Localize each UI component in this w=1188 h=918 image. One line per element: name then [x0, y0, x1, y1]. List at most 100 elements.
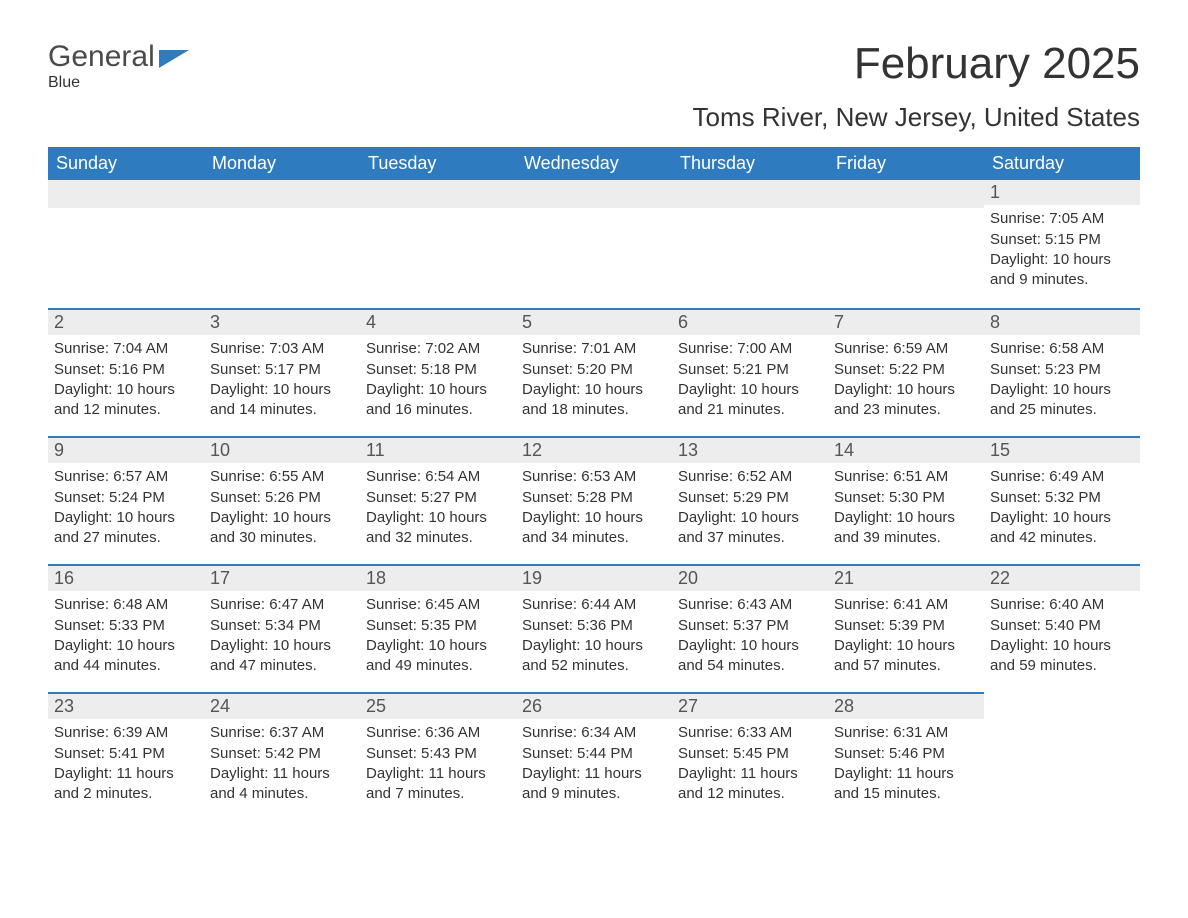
day-details: Sunrise: 6:51 AMSunset: 5:30 PMDaylight:…: [828, 463, 984, 556]
sunrise-line: Sunrise: 6:31 AM: [834, 723, 978, 743]
calendar-day-cell: 17Sunrise: 6:47 AMSunset: 5:34 PMDayligh…: [204, 564, 360, 692]
day-details: Sunrise: 6:57 AMSunset: 5:24 PMDaylight:…: [48, 463, 204, 556]
sunset-line: Sunset: 5:46 PM: [834, 744, 978, 764]
daylight-line: Daylight: 10 hours and 16 minutes.: [366, 380, 510, 421]
daylight-line: Daylight: 10 hours and 39 minutes.: [834, 508, 978, 549]
daylight-line: Daylight: 10 hours and 47 minutes.: [210, 636, 354, 677]
day-details: Sunrise: 6:48 AMSunset: 5:33 PMDaylight:…: [48, 591, 204, 684]
weekday-header: Sunday: [48, 147, 204, 180]
calendar-day-cell: [360, 180, 516, 308]
daylight-line: Daylight: 10 hours and 9 minutes.: [990, 250, 1134, 291]
calendar-day-cell: 23Sunrise: 6:39 AMSunset: 5:41 PMDayligh…: [48, 692, 204, 820]
daylight-line: Daylight: 10 hours and 30 minutes.: [210, 508, 354, 549]
calendar-day-cell: [516, 180, 672, 308]
sunrise-line: Sunrise: 6:39 AM: [54, 723, 198, 743]
location-text: Toms River, New Jersey, United States: [693, 102, 1140, 133]
calendar-day-cell: [828, 180, 984, 308]
day-number: 16: [48, 564, 204, 591]
daylight-line: Daylight: 11 hours and 4 minutes.: [210, 764, 354, 805]
empty-day: [672, 180, 828, 208]
calendar-page: General Blue February 2025 Toms River, N…: [0, 0, 1188, 880]
sunset-line: Sunset: 5:22 PM: [834, 360, 978, 380]
calendar-day-cell: 9Sunrise: 6:57 AMSunset: 5:24 PMDaylight…: [48, 436, 204, 564]
brand-word-blue: Blue: [48, 74, 193, 92]
day-details: Sunrise: 6:47 AMSunset: 5:34 PMDaylight:…: [204, 591, 360, 684]
sunrise-line: Sunrise: 6:55 AM: [210, 467, 354, 487]
sunset-line: Sunset: 5:15 PM: [990, 230, 1134, 250]
sunset-line: Sunset: 5:18 PM: [366, 360, 510, 380]
day-number: 8: [984, 308, 1140, 335]
day-details: Sunrise: 6:53 AMSunset: 5:28 PMDaylight:…: [516, 463, 672, 556]
day-details: Sunrise: 7:05 AMSunset: 5:15 PMDaylight:…: [984, 205, 1140, 298]
day-details: Sunrise: 7:02 AMSunset: 5:18 PMDaylight:…: [360, 335, 516, 428]
weekday-header: Monday: [204, 147, 360, 180]
sunrise-line: Sunrise: 6:54 AM: [366, 467, 510, 487]
daylight-line: Daylight: 11 hours and 2 minutes.: [54, 764, 198, 805]
calendar-day-cell: [48, 180, 204, 308]
calendar-day-cell: 21Sunrise: 6:41 AMSunset: 5:39 PMDayligh…: [828, 564, 984, 692]
day-details: Sunrise: 6:43 AMSunset: 5:37 PMDaylight:…: [672, 591, 828, 684]
day-number: 19: [516, 564, 672, 591]
sunset-line: Sunset: 5:23 PM: [990, 360, 1134, 380]
sunset-line: Sunset: 5:16 PM: [54, 360, 198, 380]
daylight-line: Daylight: 11 hours and 9 minutes.: [522, 764, 666, 805]
day-number: 12: [516, 436, 672, 463]
calendar-day-cell: 7Sunrise: 6:59 AMSunset: 5:22 PMDaylight…: [828, 308, 984, 436]
sunset-line: Sunset: 5:33 PM: [54, 616, 198, 636]
sunrise-line: Sunrise: 7:05 AM: [990, 209, 1134, 229]
daylight-line: Daylight: 10 hours and 27 minutes.: [54, 508, 198, 549]
day-details: Sunrise: 7:04 AMSunset: 5:16 PMDaylight:…: [48, 335, 204, 428]
sunrise-line: Sunrise: 7:04 AM: [54, 339, 198, 359]
sunset-line: Sunset: 5:37 PM: [678, 616, 822, 636]
daylight-line: Daylight: 10 hours and 37 minutes.: [678, 508, 822, 549]
sunrise-line: Sunrise: 6:48 AM: [54, 595, 198, 615]
calendar-day-cell: 6Sunrise: 7:00 AMSunset: 5:21 PMDaylight…: [672, 308, 828, 436]
sunset-line: Sunset: 5:42 PM: [210, 744, 354, 764]
calendar-week-row: 1Sunrise: 7:05 AMSunset: 5:15 PMDaylight…: [48, 180, 1140, 308]
day-number: 3: [204, 308, 360, 335]
day-details: Sunrise: 6:52 AMSunset: 5:29 PMDaylight:…: [672, 463, 828, 556]
day-number: 2: [48, 308, 204, 335]
daylight-line: Daylight: 11 hours and 15 minutes.: [834, 764, 978, 805]
sunset-line: Sunset: 5:44 PM: [522, 744, 666, 764]
daylight-line: Daylight: 10 hours and 12 minutes.: [54, 380, 198, 421]
sunrise-line: Sunrise: 6:44 AM: [522, 595, 666, 615]
day-details: Sunrise: 6:58 AMSunset: 5:23 PMDaylight:…: [984, 335, 1140, 428]
calendar-day-cell: 13Sunrise: 6:52 AMSunset: 5:29 PMDayligh…: [672, 436, 828, 564]
sunrise-line: Sunrise: 6:51 AM: [834, 467, 978, 487]
daylight-line: Daylight: 10 hours and 57 minutes.: [834, 636, 978, 677]
sunrise-line: Sunrise: 6:33 AM: [678, 723, 822, 743]
day-number: 6: [672, 308, 828, 335]
calendar-day-cell: 19Sunrise: 6:44 AMSunset: 5:36 PMDayligh…: [516, 564, 672, 692]
daylight-line: Daylight: 10 hours and 14 minutes.: [210, 380, 354, 421]
day-details: Sunrise: 6:44 AMSunset: 5:36 PMDaylight:…: [516, 591, 672, 684]
day-details: Sunrise: 6:36 AMSunset: 5:43 PMDaylight:…: [360, 719, 516, 812]
sunrise-line: Sunrise: 6:57 AM: [54, 467, 198, 487]
sunset-line: Sunset: 5:36 PM: [522, 616, 666, 636]
empty-day: [516, 180, 672, 208]
sunrise-line: Sunrise: 6:47 AM: [210, 595, 354, 615]
day-details: Sunrise: 7:03 AMSunset: 5:17 PMDaylight:…: [204, 335, 360, 428]
empty-day: [204, 180, 360, 208]
day-details: Sunrise: 6:31 AMSunset: 5:46 PMDaylight:…: [828, 719, 984, 812]
daylight-line: Daylight: 11 hours and 7 minutes.: [366, 764, 510, 805]
title-block: February 2025 Toms River, New Jersey, Un…: [693, 40, 1140, 133]
day-number: 7: [828, 308, 984, 335]
empty-day: [828, 180, 984, 208]
sunrise-line: Sunrise: 7:03 AM: [210, 339, 354, 359]
sunset-line: Sunset: 5:39 PM: [834, 616, 978, 636]
sunrise-line: Sunrise: 6:43 AM: [678, 595, 822, 615]
day-number: 23: [48, 692, 204, 719]
day-details: Sunrise: 7:01 AMSunset: 5:20 PMDaylight:…: [516, 335, 672, 428]
calendar-day-cell: 18Sunrise: 6:45 AMSunset: 5:35 PMDayligh…: [360, 564, 516, 692]
day-number: 25: [360, 692, 516, 719]
day-details: Sunrise: 6:39 AMSunset: 5:41 PMDaylight:…: [48, 719, 204, 812]
brand-word-general: General: [48, 40, 155, 74]
calendar-week-row: 2Sunrise: 7:04 AMSunset: 5:16 PMDaylight…: [48, 308, 1140, 436]
flag-icon: [159, 46, 193, 68]
daylight-line: Daylight: 10 hours and 25 minutes.: [990, 380, 1134, 421]
day-details: Sunrise: 6:33 AMSunset: 5:45 PMDaylight:…: [672, 719, 828, 812]
day-details: Sunrise: 6:54 AMSunset: 5:27 PMDaylight:…: [360, 463, 516, 556]
calendar-day-cell: 4Sunrise: 7:02 AMSunset: 5:18 PMDaylight…: [360, 308, 516, 436]
calendar-day-cell: 15Sunrise: 6:49 AMSunset: 5:32 PMDayligh…: [984, 436, 1140, 564]
